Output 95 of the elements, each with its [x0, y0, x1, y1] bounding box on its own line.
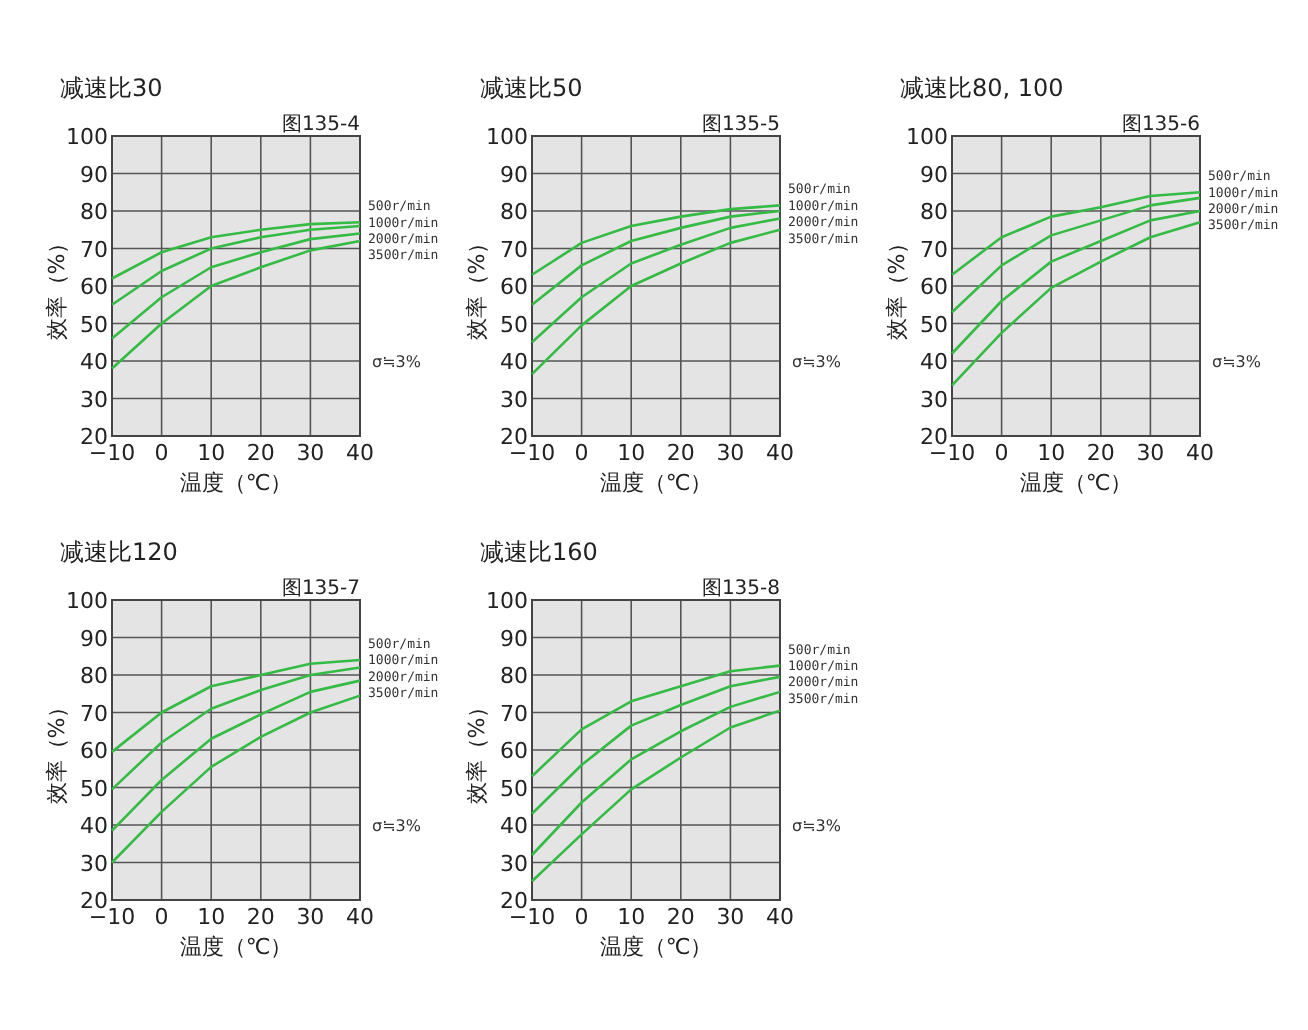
x-tick-label: 40 [766, 904, 794, 930]
y-tick-label: 70 [500, 700, 528, 727]
x-tick-label: 20 [1086, 440, 1115, 466]
x-tick-label: 0 [574, 904, 589, 930]
x-tick-label: 20 [246, 904, 275, 930]
x-tick-label: 10 [617, 904, 646, 930]
y-tick-label: 50 [80, 775, 108, 802]
x-tick-label: 10 [617, 440, 646, 466]
x-tick-label: 20 [666, 440, 695, 466]
y-tick-label: 100 [66, 588, 108, 614]
y-tick-label: 70 [80, 236, 108, 263]
y-tick-label: 20 [500, 888, 528, 914]
text: σ≒3% [1212, 353, 1262, 371]
text: σ≒3% [792, 817, 842, 835]
y-tick-label: 60 [80, 738, 108, 764]
y-tick-label: 100 [486, 124, 528, 150]
y-tick-label: 80 [80, 199, 108, 225]
x-axis-title: 温度（℃） [599, 934, 713, 960]
annotation: 图135-6 [1121, 114, 1200, 136]
x-tick-label: 0 [154, 904, 169, 930]
chart-title: 减速比80, 100 [900, 74, 1064, 102]
x-tick-label: 10 [197, 904, 226, 930]
x-tick-label: 0 [574, 440, 589, 466]
x-tick-label: 40 [1186, 440, 1214, 466]
annotation: 图135-4 [281, 114, 360, 136]
y-axis-title: 效率（%） [464, 231, 490, 341]
y-tick-label: 40 [80, 813, 108, 839]
y-tick-label: 60 [80, 274, 108, 300]
chart-title: 减速比160 [480, 538, 598, 566]
text: σ≒3% [372, 353, 422, 371]
x-axis-title: 温度（℃） [179, 470, 293, 496]
y-tick-label: 100 [906, 124, 948, 150]
y-tick-label: 80 [80, 663, 108, 689]
y-tick-label: 40 [500, 349, 528, 375]
x-tick-label: 40 [346, 440, 374, 466]
y-tick-label: 90 [500, 625, 528, 652]
y-axis-title: 效率（%） [464, 695, 490, 805]
y-tick-label: 90 [80, 161, 108, 188]
x-tick-label: 30 [716, 440, 745, 466]
x-tick-label: 30 [716, 904, 745, 930]
x-tick-label: 0 [994, 440, 1009, 466]
annotation: 图135-7 [281, 578, 360, 600]
y-tick-label: 90 [500, 161, 528, 188]
y-tick-label: 30 [500, 850, 528, 877]
x-tick-label: 30 [1136, 440, 1165, 466]
y-tick-label: 20 [500, 424, 528, 450]
y-tick-label: 100 [486, 588, 528, 614]
x-tick-label: 20 [246, 440, 275, 466]
text: σ≒3% [792, 353, 842, 371]
annotation: 图135-5 [701, 114, 780, 136]
x-tick-label: 30 [296, 904, 325, 930]
y-tick-label: 80 [500, 199, 528, 225]
x-tick-label: 10 [1037, 440, 1066, 466]
y-tick-label: 70 [500, 236, 528, 263]
y-tick-label: 40 [500, 813, 528, 839]
y-tick-label: 70 [80, 700, 108, 727]
y-tick-label: 60 [920, 274, 948, 300]
x-axis-title: 温度（℃） [179, 934, 293, 960]
chart-title: 减速比30 [60, 74, 163, 102]
y-axis-title: 效率（%） [44, 695, 70, 805]
y-tick-label: 90 [80, 625, 108, 652]
x-tick-label: 0 [154, 440, 169, 466]
y-tick-label: 70 [920, 236, 948, 263]
y-tick-label: 60 [500, 738, 528, 764]
y-tick-label: 100 [66, 124, 108, 150]
x-axis-title: 温度（℃） [1019, 470, 1133, 496]
x-tick-label: 40 [766, 440, 794, 466]
annotation: 图135-8 [701, 578, 780, 600]
y-axis-title: 效率（%） [884, 231, 910, 341]
y-tick-label: 40 [920, 349, 948, 375]
y-tick-label: 50 [500, 775, 528, 802]
x-tick-label: 20 [666, 904, 695, 930]
y-tick-label: 20 [80, 424, 108, 450]
y-tick-label: 40 [80, 349, 108, 375]
y-tick-label: 50 [80, 311, 108, 338]
y-tick-label: 30 [500, 386, 528, 413]
x-tick-label: 40 [346, 904, 374, 930]
y-tick-label: 20 [920, 424, 948, 450]
y-tick-label: 30 [80, 850, 108, 877]
chart-title: 减速比50 [480, 74, 583, 102]
x-tick-label: 30 [296, 440, 325, 466]
text: σ≒3% [372, 817, 422, 835]
y-tick-label: 30 [80, 386, 108, 413]
chart-title: 减速比120 [60, 538, 178, 566]
y-tick-label: 50 [920, 311, 948, 338]
y-tick-label: 30 [920, 386, 948, 413]
y-tick-label: 80 [920, 199, 948, 225]
y-axis-title: 效率（%） [44, 231, 70, 341]
y-tick-label: 80 [500, 663, 528, 689]
x-axis-title: 温度（℃） [599, 470, 713, 496]
x-tick-label: 10 [197, 440, 226, 466]
y-tick-label: 60 [500, 274, 528, 300]
y-tick-label: 90 [920, 161, 948, 188]
y-tick-label: 50 [500, 311, 528, 338]
y-tick-label: 20 [80, 888, 108, 914]
